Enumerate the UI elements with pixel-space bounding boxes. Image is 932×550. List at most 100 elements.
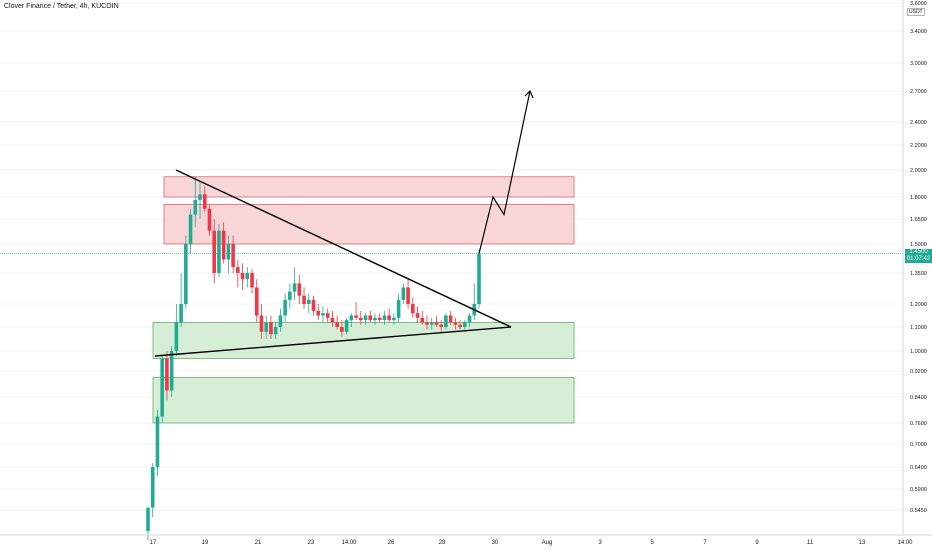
price-tick-label: 0.5900 [910, 487, 927, 493]
time-tick-label: 11 [807, 540, 814, 546]
candle-body [325, 313, 330, 318]
candle-body [448, 315, 453, 323]
candle-body [439, 324, 443, 327]
candle-body [179, 304, 183, 323]
projection-arrowhead [524, 89, 534, 99]
time-tick-label: 17 [150, 540, 157, 546]
time-tick-label: 30 [492, 540, 499, 546]
candle-body [458, 324, 462, 327]
price-tick-label: 0.5450 [910, 508, 927, 514]
time-tick-label: 28 [439, 540, 446, 546]
candle-body [217, 230, 221, 273]
candle-body [434, 322, 439, 325]
time-tick-label: 7 [703, 540, 707, 546]
candle-body [259, 315, 264, 332]
candle-body [202, 194, 207, 209]
candle-body [207, 208, 212, 231]
candle-body [306, 299, 311, 304]
price-tick-label: 0.7600 [910, 421, 927, 427]
candle-body [269, 322, 273, 335]
candle-body [221, 230, 226, 260]
candle-body [155, 416, 160, 467]
resistance-lower-zone [163, 203, 575, 245]
candle-body [212, 230, 216, 273]
price-tick-label: 1.5000 [910, 242, 927, 248]
candle-body [231, 244, 235, 268]
candle-body [467, 315, 472, 323]
bar-countdown: 01:07:42 [906, 256, 931, 262]
candle-body [429, 322, 434, 325]
candle-body [302, 295, 306, 304]
candle-body [358, 317, 363, 321]
candle-body [283, 299, 287, 316]
candlestick-series [146, 176, 481, 541]
candle-body [463, 322, 467, 327]
time-tick-label: 26 [388, 540, 395, 546]
candle-body [444, 315, 448, 327]
price-tick-label: 1.3500 [910, 271, 927, 277]
time-tick-label: 23 [308, 540, 315, 546]
time-tick-label: 19 [202, 540, 209, 546]
price-tick-label: 1.8000 [910, 195, 927, 201]
price-tick-label: 3.4000 [910, 29, 927, 35]
resistance-upper-zone [163, 176, 575, 198]
time-axis[interactable]: 17 19 21 23 14:00 26 28 30 Aug 3 5 7 9 11 13 14:00 [0, 534, 932, 546]
candle-body [335, 322, 339, 327]
currency-label[interactable]: USDT [907, 8, 925, 16]
candle-body [316, 310, 321, 316]
current-price-tag: 1.4500 01:07:42 [905, 249, 932, 263]
candle-body [165, 358, 169, 391]
candle-body [411, 304, 415, 314]
time-tick-label: 9 [755, 540, 759, 546]
candle-body [236, 267, 240, 273]
price-tick-label: 3.0000 [910, 61, 927, 67]
time-tick-label: 13 [859, 540, 866, 546]
candle-body [344, 320, 349, 332]
candle-body [226, 244, 231, 260]
descending-trendline [175, 169, 512, 328]
price-tick-label: 1.6500 [910, 217, 927, 223]
candle-body [354, 315, 358, 318]
candle-body [401, 287, 406, 300]
candle-body [420, 317, 425, 323]
candle-body [292, 283, 297, 292]
price-tick-label: 0.6400 [910, 465, 927, 471]
candle-body [184, 244, 188, 304]
candle-body [349, 315, 354, 321]
price-tick-label: 0.7000 [910, 442, 927, 448]
candle-body [240, 273, 245, 280]
time-tick-label: 3 [598, 540, 602, 546]
candle-body [392, 317, 396, 321]
projection-arrow [478, 90, 531, 254]
price-tick-label: 2.7000 [910, 89, 927, 95]
candle-body [254, 287, 259, 316]
price-tick-label: 1.1000 [910, 325, 927, 331]
time-tick-label: 14:00 [897, 540, 913, 546]
time-tick-label: Aug [542, 540, 553, 546]
candle-body [377, 317, 382, 321]
chart-title: Clover Finance / Tether, 4h, KUCOIN [4, 3, 119, 10]
candle-body [174, 322, 179, 351]
candle-body [415, 313, 420, 318]
candle-body [425, 322, 429, 325]
candle-body [245, 273, 250, 280]
candle-body [160, 358, 164, 417]
candle-body [382, 315, 387, 321]
price-tick-label: 1.2000 [910, 302, 927, 308]
candle-body [198, 194, 202, 200]
candle-body [406, 287, 410, 304]
trendlines [0, 89, 903, 357]
candle-body [250, 273, 254, 288]
candle-body [373, 317, 377, 321]
candle-body [278, 315, 283, 327]
candle-body [340, 327, 344, 332]
support-lower-zone [152, 377, 575, 424]
candle-body [150, 467, 155, 508]
price-zones [152, 176, 575, 424]
price-tick-label: 0.8400 [910, 395, 927, 401]
price-tick-label: 2.0000 [910, 168, 927, 174]
candle-body [387, 315, 391, 321]
candle-body [146, 507, 150, 532]
price-axis[interactable]: 3.6000 3.4000 3.0000 2.7000 2.4000 2.2000 2.00… [902, 0, 927, 535]
